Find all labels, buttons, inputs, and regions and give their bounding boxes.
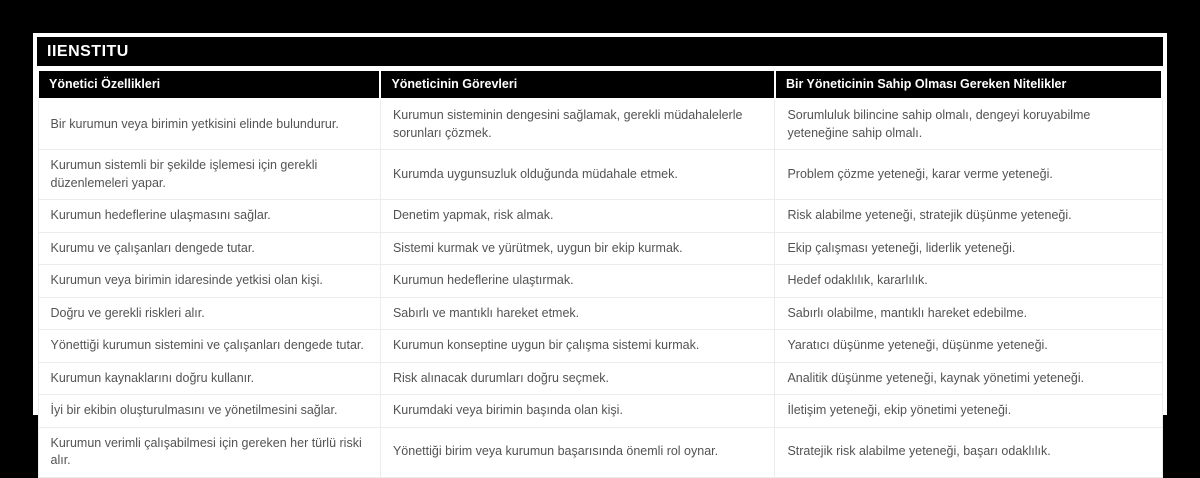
table-cell: Bir kurumun veya birimin yetkisini elind… xyxy=(37,98,381,150)
table-cell: Kurumun sisteminin dengesini sağlamak, g… xyxy=(379,98,776,150)
table-row: Kurumun kaynaklarını doğru kullanır. Risk… xyxy=(37,361,1163,395)
table-cell: Kurumun hedeflerine ulaşmasını sağlar. xyxy=(37,199,381,233)
brand-title: IIENSTITU xyxy=(37,37,1163,66)
table-cell: Risk alabilme yeteneği, stratejik düşünm… xyxy=(774,199,1163,233)
table-row: Kurumu ve çalışanları dengede tutar. Sist… xyxy=(37,231,1163,265)
table-cell: Hedef odaklılık, kararlılık. xyxy=(774,264,1163,298)
table-cell: Problem çözme yeteneği, karar verme yete… xyxy=(774,149,1163,200)
table-cell: Sistemi kurmak ve yürütmek, uygun bir ek… xyxy=(379,231,776,265)
table-cell: Kurumda uygunsuzluk olduğunda müdahale e… xyxy=(379,149,776,200)
table-cell: İyi bir ekibin oluşturulmasını ve yöneti… xyxy=(37,394,381,428)
column-header-nitelikler: Bir Yöneticinin Sahip Olması Gereken Nit… xyxy=(773,69,1164,100)
table-row: Kurumun hedeflerine ulaşmasını sağlar. De… xyxy=(37,199,1163,233)
table-cell: Stratejik risk alabilme yeteneği, başarı… xyxy=(774,426,1163,478)
table-cell: İletişim yeteneği, ekip yönetimi yeteneğ… xyxy=(774,394,1163,428)
table-header: Yönetici Özellikleri Yöneticinin Görevle… xyxy=(36,69,1164,100)
table-body: Bir kurumun veya birimin yetkisini elind… xyxy=(37,98,1163,478)
table-cell: Risk alınacak durumları doğru seçmek. xyxy=(379,361,776,395)
table-cell: Ekip çalışması yeteneği, liderlik yetene… xyxy=(774,231,1163,265)
table-cell: Kurumun sistemli bir şekilde işlemesi iç… xyxy=(37,149,381,200)
table-cell: Analitik düşünme yeteneği, kaynak yöneti… xyxy=(774,361,1163,395)
table-cell: Yönettiği kurumun sistemini ve çalışanla… xyxy=(37,329,381,363)
table-cell: Sabırlı ve mantıklı hareket etmek. xyxy=(379,296,776,330)
table-cell: Kurumu ve çalışanları dengede tutar. xyxy=(37,231,381,265)
table-cell: Kurumun veya birimin idaresinde yetkisi … xyxy=(37,264,381,298)
table-row: Kurumun sistemli bir şekilde işlemesi iç… xyxy=(37,149,1163,200)
table-cell: Kurumun verimli çalışabilmesi için gerek… xyxy=(37,426,381,478)
page-background: { "header": { "title": "IIENSTITU" }, "t… xyxy=(33,33,1167,478)
table-cell: Sorumluluk bilincine sahip olmalı, denge… xyxy=(774,98,1163,150)
table-cell: Yönettiği birim veya kurumun başarısında… xyxy=(379,426,776,478)
table-cell: Denetim yapmak, risk almak. xyxy=(379,199,776,233)
table-cell: Doğru ve gerekli riskleri alır. xyxy=(37,296,381,330)
table-cell: Kurumun hedeflerine ulaştırmak. xyxy=(379,264,776,298)
table-cell: Sabırlı olabilme, mantıklı hareket edebi… xyxy=(774,296,1163,330)
table-cell: Kurumun kaynaklarını doğru kullanır. xyxy=(37,361,381,395)
table-row: Kurumun veya birimin idaresinde yetkisi … xyxy=(37,264,1163,298)
table-row: İyi bir ekibin oluşturulmasını ve yöneti… xyxy=(37,394,1163,428)
table-cell: Yaratıcı düşünme yeteneği, düşünme yeten… xyxy=(774,329,1163,363)
manager-table: Yönetici Özellikleri Yöneticinin Görevle… xyxy=(36,69,1164,478)
table-cell: Kurumdaki veya birimin başında olan kişi… xyxy=(379,394,776,428)
column-header-gorevler: Yöneticinin Görevleri xyxy=(379,69,776,100)
content-card: IIENSTITU Yönetici Özellikleri Yöneticin… xyxy=(33,33,1167,478)
table-row: Doğru ve gerekli riskleri alır. Sabırlı v… xyxy=(37,296,1163,330)
table-row: Bir kurumun veya birimin yetkisini elind… xyxy=(37,98,1163,150)
table-row: Yönettiği kurumun sistemini ve çalışanla… xyxy=(37,329,1163,363)
column-header-ozellikler: Yönetici Özellikleri xyxy=(36,69,382,100)
table-row: Kurumun verimli çalışabilmesi için gerek… xyxy=(37,426,1163,478)
table-header-row: Yönetici Özellikleri Yöneticinin Görevle… xyxy=(36,69,1164,100)
table-cell: Kurumun konseptine uygun bir çalışma sis… xyxy=(379,329,776,363)
